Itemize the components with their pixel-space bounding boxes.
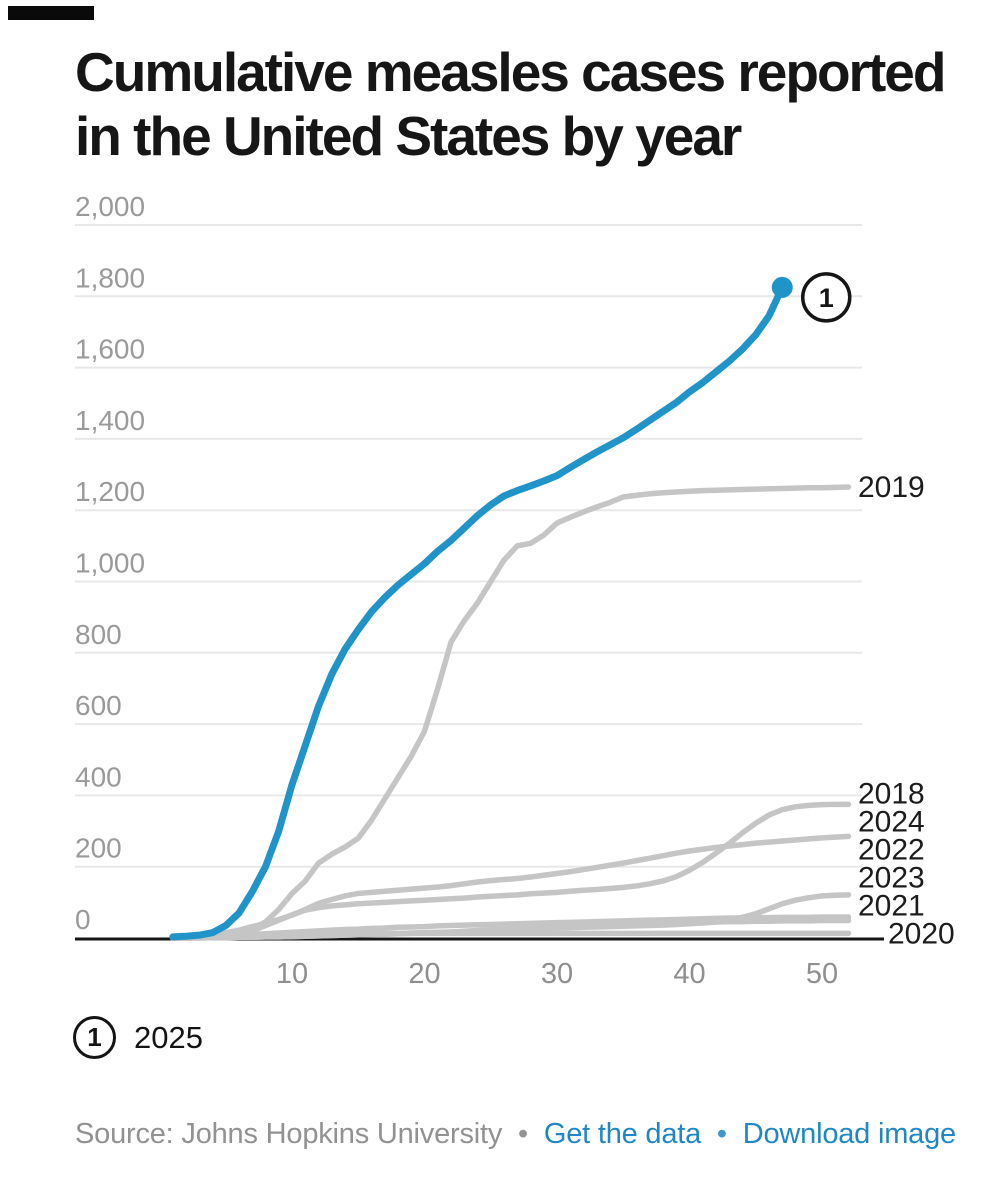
source-line: Source: Johns Hopkins University • Get t… xyxy=(75,1118,956,1151)
x-tick-label: 10 xyxy=(276,958,308,990)
year-label-2024: 2024 xyxy=(858,805,925,838)
download-image-link[interactable]: Download image xyxy=(742,1118,956,1150)
annotation-marker-circle xyxy=(801,272,852,323)
x-tick-label: 30 xyxy=(541,958,573,990)
y-tick-label: 0 xyxy=(75,904,91,935)
y-tick-label: 1,800 xyxy=(75,262,145,293)
legend-year-label: 2025 xyxy=(134,1019,203,1055)
y-tick-label: 200 xyxy=(75,833,122,864)
year-label-2020: 2020 xyxy=(888,917,955,950)
y-tick-label: 600 xyxy=(75,690,122,721)
chart-title: Cumulative measles cases reported in the… xyxy=(75,40,946,168)
bullet-separator: • xyxy=(518,1118,528,1150)
y-tick-label: 1,600 xyxy=(75,334,145,365)
series-line-2025 xyxy=(169,283,786,941)
get-the-data-link[interactable]: Get the data xyxy=(543,1118,702,1150)
legend-marker-number: 1 xyxy=(87,1022,102,1052)
measles-line-chart: 0 200 400 600 800 1,000 1,200 1,400 1,600 1,800 2,… xyxy=(75,191,955,990)
annotation-marker-number: 1 xyxy=(819,283,834,313)
series-line-2024 xyxy=(170,833,852,941)
legend-marker-circle-icon: 1 xyxy=(73,1016,116,1059)
series-line-2019 xyxy=(170,484,852,941)
y-tick-label: 800 xyxy=(75,619,122,650)
series-line-2020 xyxy=(170,930,852,941)
series-endpoint-dot xyxy=(771,276,793,298)
bullet-separator: • xyxy=(716,1118,727,1150)
annotation-legend: 1 2025 xyxy=(73,1016,203,1059)
y-tick-label: 1,400 xyxy=(75,405,145,436)
x-tick-label: 50 xyxy=(806,958,838,990)
year-label-2019: 2019 xyxy=(858,471,925,504)
x-tick-label: 20 xyxy=(408,958,440,990)
chart-title-line2: in the United States by year xyxy=(75,105,742,167)
x-tick-label: 40 xyxy=(673,958,705,990)
source-text: Source: Johns Hopkins University xyxy=(75,1118,503,1150)
top-left-artifact-mark xyxy=(8,6,94,20)
year-label-2021: 2021 xyxy=(858,889,925,922)
y-tick-label: 2,000 xyxy=(75,191,145,222)
chart-title-line1: Cumulative measles cases reported xyxy=(75,41,946,103)
year-label-2022: 2022 xyxy=(858,833,925,866)
year-label-2018: 2018 xyxy=(858,777,925,810)
y-tick-label: 400 xyxy=(75,761,122,792)
y-tick-label: 1,000 xyxy=(75,548,145,579)
y-tick-label: 1,200 xyxy=(75,476,145,507)
year-label-2023: 2023 xyxy=(858,861,925,894)
